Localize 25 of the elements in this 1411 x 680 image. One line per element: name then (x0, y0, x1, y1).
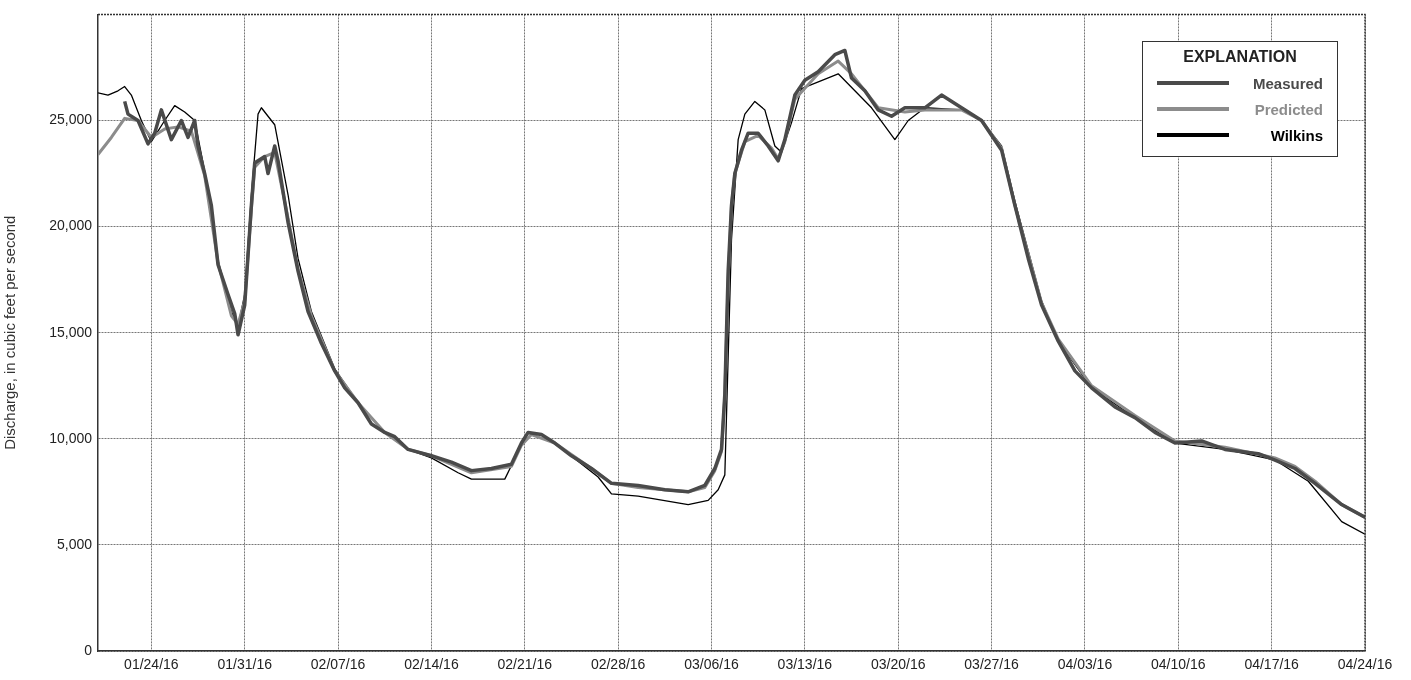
x-tick-label: 01/31/16 (217, 656, 273, 673)
x-tick-label: 03/20/16 (870, 656, 926, 673)
legend-title: EXPLANATION (1182, 48, 1298, 67)
x-tick-label: 02/28/16 (590, 656, 646, 673)
y-tick-label: 10,000 (49, 429, 93, 446)
y-tick-label: 15,000 (49, 323, 93, 340)
x-tick-label: 04/17/16 (1244, 656, 1300, 673)
y-tick-label: 0 (84, 641, 93, 658)
x-tick-label: 03/27/16 (964, 656, 1020, 673)
x-tick-label: 02/14/16 (404, 656, 459, 673)
text: Wilkins (1270, 126, 1324, 144)
x-tick-label: 04/10/16 (1151, 656, 1206, 673)
x-tick-label: 03/13/16 (777, 656, 833, 673)
y-tick-label: 25,000 (49, 111, 93, 128)
x-tick-label: 04/24/16 (1337, 656, 1393, 673)
x-tick-label: 04/03/16 (1057, 656, 1113, 673)
legend-label: Predicted (1254, 100, 1324, 118)
x-tick-label: 01/24/16 (124, 656, 179, 673)
y-tick-label: 5,000 (56, 535, 93, 552)
x-tick-label: 02/21/16 (497, 656, 553, 673)
x-tick-label: 02/07/16 (310, 656, 366, 673)
x-tick-label: 03/06/16 (684, 656, 739, 673)
legend-label: Measured (1253, 74, 1324, 92)
y-tick-label: 20,000 (49, 217, 93, 234)
y-axis-title: Discharge, in cubic feet per second (1, 215, 19, 450)
